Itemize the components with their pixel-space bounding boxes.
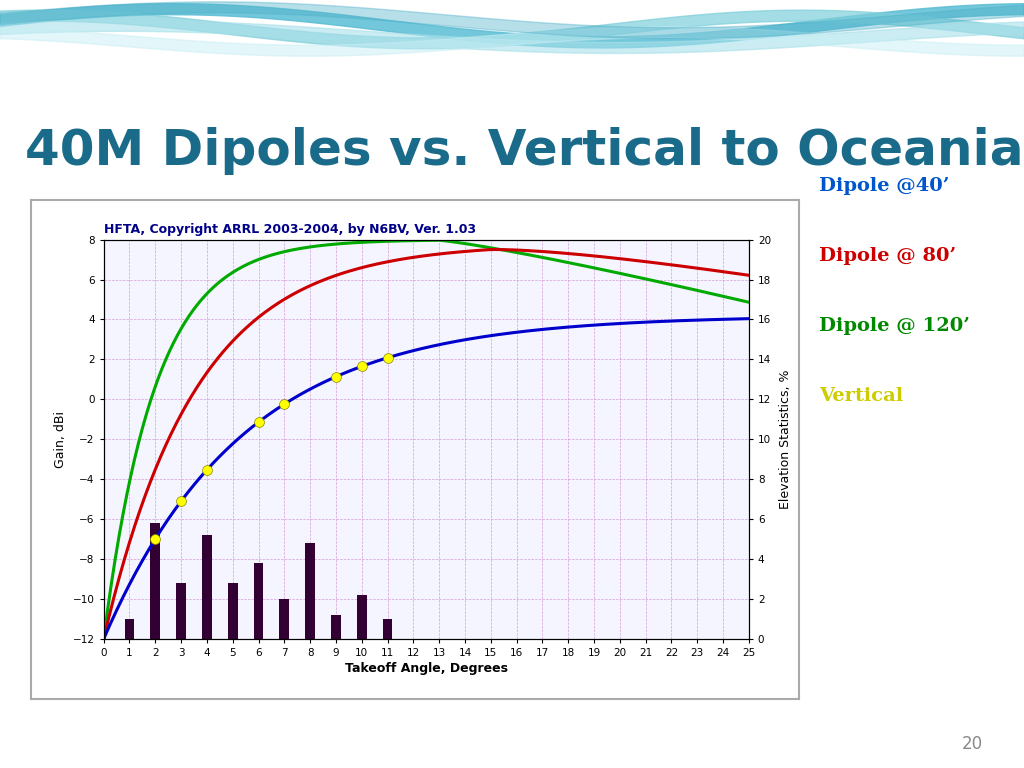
Bar (176, 583, 186, 639)
Bar (331, 615, 341, 639)
Bar (305, 543, 315, 639)
Bar (254, 563, 263, 639)
Text: 40M Dipoles vs. Vertical to Oceania: 40M Dipoles vs. Vertical to Oceania (26, 127, 1024, 175)
Bar (202, 535, 212, 639)
X-axis label: Takeoff Angle, Degrees: Takeoff Angle, Degrees (345, 662, 508, 675)
Point (199, 464, 215, 476)
Text: HFTA, Copyright ARRL 2003-2004, by N6BV, Ver. 1.03: HFTA, Copyright ARRL 2003-2004, by N6BV,… (103, 223, 476, 236)
Bar (125, 619, 134, 639)
Text: 20: 20 (962, 735, 983, 753)
Point (353, 360, 370, 372)
Text: Dipole @ 80’: Dipole @ 80’ (819, 247, 956, 265)
Point (147, 533, 164, 545)
Y-axis label: Gain, dBi: Gain, dBi (54, 411, 68, 468)
Bar (383, 619, 392, 639)
Text: Dipole @40’: Dipole @40’ (819, 177, 949, 195)
Point (379, 352, 395, 364)
Point (173, 495, 189, 508)
Bar (151, 523, 160, 639)
Point (250, 416, 266, 429)
Text: Dipole @ 120’: Dipole @ 120’ (819, 316, 970, 335)
Point (328, 370, 344, 382)
Y-axis label: Elevation Statistics, %: Elevation Statistics, % (779, 369, 793, 509)
Text: Vertical: Vertical (819, 386, 903, 405)
Bar (280, 599, 289, 639)
Point (276, 398, 293, 410)
Bar (356, 595, 367, 639)
Bar (227, 583, 238, 639)
